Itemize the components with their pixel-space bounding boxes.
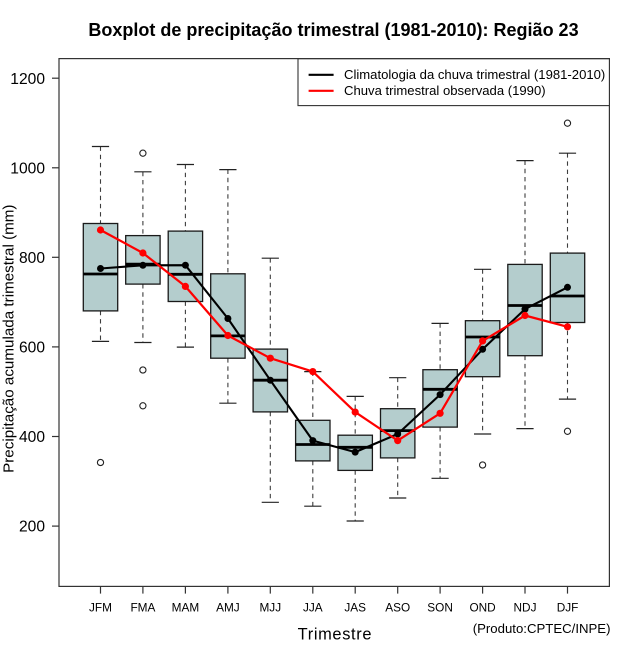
- svg-text:Boxplot de precipitação trimes: Boxplot de precipitação trimestral (1981…: [88, 20, 578, 40]
- svg-text:MJJ: MJJ: [259, 601, 281, 615]
- svg-text:Chuva trimestral observada (19: Chuva trimestral observada (1990): [344, 83, 546, 98]
- svg-text:1000: 1000: [10, 160, 45, 177]
- svg-text:AMJ: AMJ: [216, 601, 240, 615]
- svg-text:Climatologia da chuva trimestr: Climatologia da chuva trimestral (1981-2…: [344, 67, 605, 82]
- svg-text:FMA: FMA: [130, 601, 155, 615]
- svg-text:1200: 1200: [10, 71, 45, 88]
- svg-text:NDJ: NDJ: [514, 601, 537, 615]
- svg-text:JAS: JAS: [344, 601, 366, 615]
- svg-text:SON: SON: [427, 601, 453, 615]
- svg-text:DJF: DJF: [557, 601, 579, 615]
- svg-text:400: 400: [19, 429, 45, 446]
- svg-text:JJA: JJA: [303, 601, 323, 615]
- svg-text:800: 800: [19, 250, 45, 267]
- svg-text:Precipitação acumulada trimest: Precipitação acumulada trimestral (mm): [1, 204, 18, 472]
- svg-text:(Produto:CPTEC/INPE): (Produto:CPTEC/INPE): [473, 621, 611, 636]
- svg-text:MAM: MAM: [172, 601, 200, 615]
- svg-text:Trimestre: Trimestre: [298, 625, 372, 643]
- svg-text:ASO: ASO: [385, 601, 410, 615]
- svg-text:JFM: JFM: [89, 601, 112, 615]
- svg-text:OND: OND: [469, 601, 495, 615]
- svg-text:200: 200: [19, 519, 45, 536]
- svg-text:600: 600: [19, 340, 45, 357]
